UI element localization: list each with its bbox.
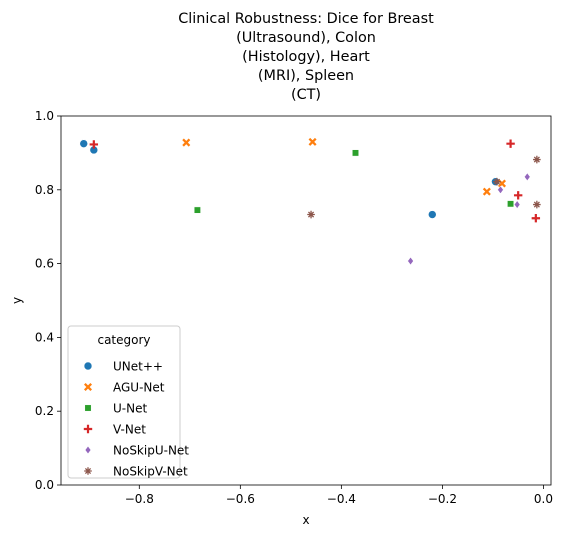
x-tick-label: −0.8	[125, 492, 154, 506]
chart-title-line: Clinical Robustness: Dice for Breast	[178, 11, 434, 27]
data-point	[79, 139, 89, 148]
legend: category UNet++ AGU-Net U-Net V-Net NoSkipU-N…	[67, 325, 189, 479]
series-v-net	[89, 139, 541, 223]
legend-marker	[83, 382, 93, 392]
data-point	[193, 206, 201, 214]
legend-label: V-Net	[113, 423, 146, 437]
y-tick-label: 0.8	[35, 183, 54, 197]
y-tick-label: 0.0	[35, 478, 54, 492]
x-tick-label: −0.2	[428, 492, 457, 506]
data-point	[89, 140, 99, 149]
chart-title-line: (CT)	[291, 87, 321, 103]
data-point	[533, 200, 541, 209]
chart-title-line: (MRI), Spleen	[258, 68, 354, 84]
y-tick-label: 1.0	[35, 109, 54, 123]
data-point	[407, 256, 414, 266]
legend-label: UNet++	[113, 360, 163, 374]
x-tick-label: −0.6	[226, 492, 255, 506]
legend-marker	[84, 445, 92, 455]
legend-marker	[83, 424, 93, 434]
data-point	[182, 138, 191, 147]
data-point	[427, 210, 437, 219]
data-point	[531, 214, 541, 223]
series-unet-	[79, 139, 500, 219]
legend-label: NoSkipV-Net	[113, 465, 188, 479]
data-point	[493, 177, 501, 186]
y-axis-label: y	[10, 297, 24, 304]
legend-title: category	[97, 333, 150, 347]
data-point	[307, 210, 315, 219]
series-noskipv-net	[307, 155, 541, 219]
data-point	[533, 155, 541, 164]
y-tick-label: 0.2	[35, 404, 54, 418]
series-noskipu-net	[407, 172, 531, 266]
legend-marker	[84, 467, 92, 475]
data-point	[352, 149, 359, 157]
plot-area	[60, 115, 552, 486]
data-point	[513, 191, 523, 200]
legend-marker	[84, 404, 92, 412]
data-points	[79, 137, 541, 266]
data-point	[497, 185, 504, 195]
data-point	[308, 137, 317, 146]
data-point	[524, 172, 531, 182]
y-axis: 0.0 0.2 0.4 0.6 0.8 1.0	[35, 109, 61, 492]
y-tick-label: 0.4	[35, 330, 54, 344]
x-axis-label: x	[302, 513, 309, 527]
data-point	[482, 187, 491, 196]
x-axis: −0.8 −0.6 −0.4 −0.2 0.0	[125, 485, 553, 506]
legend-label: AGU-Net	[113, 381, 165, 395]
chart-title-line: (Histology), Heart	[242, 49, 370, 65]
data-point	[513, 200, 521, 209]
legend-marker	[83, 361, 93, 371]
chart-title-line: (Ultrasound), Colon	[236, 30, 376, 46]
series-u-net	[193, 149, 515, 214]
series-agu-net	[182, 137, 507, 196]
data-point	[506, 139, 515, 148]
chart-title: Clinical Robustness: Dice for Breast (Ult…	[178, 11, 434, 103]
x-tick-label: 0.0	[534, 492, 553, 506]
data-point	[507, 200, 515, 208]
x-tick-label: −0.4	[327, 492, 356, 506]
legend-box	[67, 325, 181, 479]
legend-label: U-Net	[113, 402, 147, 416]
legend-label: NoSkipU-Net	[113, 444, 189, 458]
y-tick-label: 0.6	[35, 257, 54, 271]
